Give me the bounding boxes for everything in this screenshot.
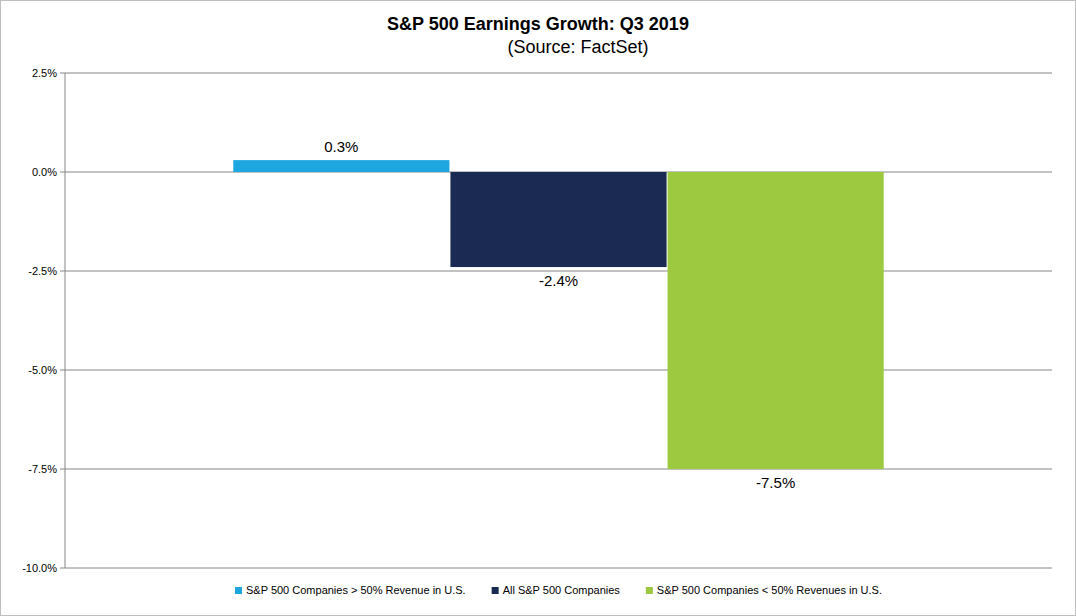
y-tick-label: 2.5% [32, 67, 57, 79]
legend-swatch [646, 587, 653, 594]
title: S&P 500 Earnings Growth: Q3 2019 [387, 14, 689, 34]
data-label: -7.5% [756, 474, 795, 491]
y-tick-label: -7.5% [28, 463, 57, 475]
grid-line [65, 73, 1052, 74]
bar [233, 160, 449, 172]
tick-mark [60, 271, 65, 272]
tick-mark [60, 469, 65, 470]
tick-mark [60, 568, 65, 569]
bars [233, 160, 883, 469]
grid-line [65, 469, 1052, 470]
legend: S&P 500 Companies > 50% Revenue in U.S. A… [235, 584, 882, 596]
bar [668, 172, 884, 469]
legend-label: S&P 500 Companies < 50% Revenues in U.S. [657, 584, 882, 596]
legend-label: All S&P 500 Companies [503, 584, 621, 596]
data-label: -2.4% [539, 272, 578, 289]
y-tick-label: 0.0% [32, 166, 57, 178]
y-axis-line [65, 73, 66, 568]
chart-root: S&P 500 Earnings Growth: Q3 2019 (Source:… [0, 0, 1076, 616]
data-label: 0.3% [324, 138, 358, 155]
grid-line [65, 568, 1052, 569]
legend-swatch [235, 587, 242, 594]
y-tick-label: -10.0% [22, 562, 57, 574]
bar [450, 172, 666, 267]
data-labels: 0.3% -2.4% -7.5% [324, 138, 795, 491]
subtitle: (Source: FactSet) [507, 37, 648, 57]
legend-label: S&P 500 Companies > 50% Revenue in U.S. [246, 584, 466, 596]
tick-mark [60, 370, 65, 371]
y-tick-label: -2.5% [28, 265, 57, 277]
tick-mark [60, 172, 65, 173]
y-tick-label: -5.0% [28, 364, 57, 376]
grid-line [65, 370, 1052, 371]
legend-swatch [492, 587, 499, 594]
tick-mark [60, 73, 65, 74]
chart-frame [1, 1, 1076, 616]
